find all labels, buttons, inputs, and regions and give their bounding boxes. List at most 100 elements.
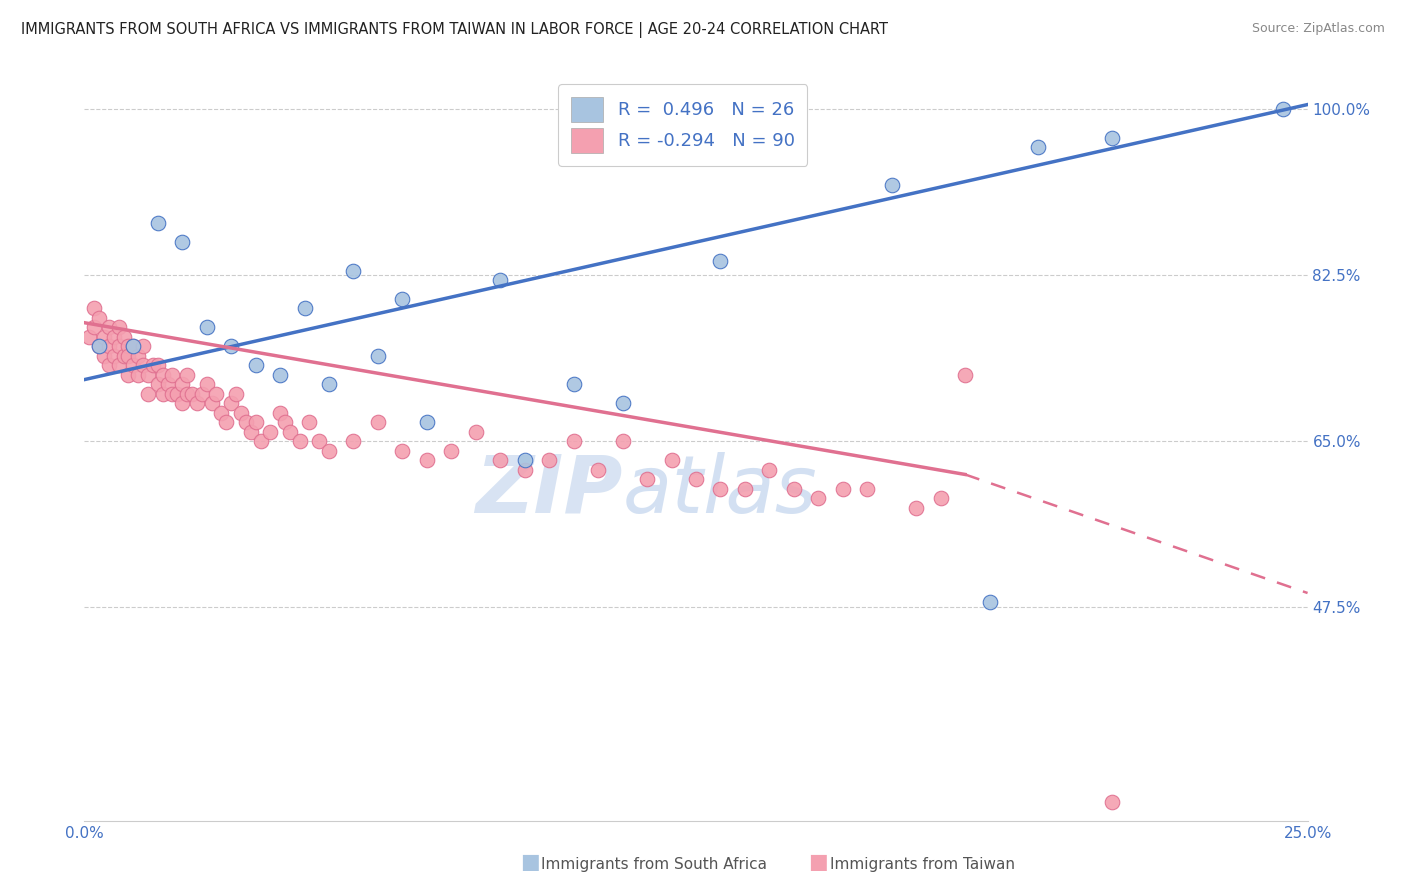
- Point: [269, 406, 291, 420]
- Point: [1101, 795, 1123, 809]
- Point: [831, 482, 853, 496]
- Point: [391, 443, 413, 458]
- Point: [172, 396, 194, 410]
- Point: [979, 595, 1001, 609]
- Point: [367, 349, 389, 363]
- Point: [186, 396, 208, 410]
- Text: atlas: atlas: [623, 452, 817, 530]
- Point: [97, 359, 120, 373]
- Point: [953, 368, 976, 382]
- Point: [83, 320, 105, 334]
- Point: [172, 377, 194, 392]
- Point: [152, 368, 174, 382]
- Point: [87, 339, 110, 353]
- Point: [294, 301, 316, 316]
- Point: [685, 130, 707, 145]
- Point: [229, 406, 252, 420]
- Point: [562, 434, 585, 449]
- Point: [87, 310, 110, 325]
- Point: [734, 482, 756, 496]
- Point: [162, 368, 184, 382]
- Point: [127, 349, 149, 363]
- Point: [122, 339, 145, 353]
- Point: [612, 396, 634, 410]
- Text: ZIP: ZIP: [475, 452, 623, 530]
- Point: [172, 235, 194, 249]
- Point: [612, 434, 634, 449]
- Point: [225, 387, 247, 401]
- Point: [97, 339, 120, 353]
- Point: [538, 453, 561, 467]
- Point: [880, 178, 903, 193]
- Point: [489, 273, 512, 287]
- Point: [709, 254, 731, 268]
- Point: [107, 359, 129, 373]
- Point: [661, 453, 683, 467]
- Point: [136, 368, 159, 382]
- Point: [274, 415, 297, 429]
- Point: [152, 387, 174, 401]
- Point: [249, 434, 271, 449]
- Point: [195, 320, 218, 334]
- Point: [416, 453, 439, 467]
- Point: [209, 406, 232, 420]
- Point: [235, 415, 257, 429]
- Point: [758, 463, 780, 477]
- Point: [367, 415, 389, 429]
- Point: [562, 377, 585, 392]
- Legend: R =  0.496   N = 26, R = -0.294   N = 90: R = 0.496 N = 26, R = -0.294 N = 90: [558, 84, 807, 166]
- Point: [191, 387, 214, 401]
- Point: [288, 434, 311, 449]
- Point: [464, 425, 486, 439]
- Text: Immigrants from South Africa: Immigrants from South Africa: [541, 857, 768, 872]
- Point: [215, 415, 238, 429]
- Point: [136, 387, 159, 401]
- Point: [856, 482, 879, 496]
- Text: ■: ■: [808, 853, 828, 872]
- Point: [112, 330, 135, 344]
- Point: [156, 377, 179, 392]
- Point: [783, 482, 806, 496]
- Point: [308, 434, 330, 449]
- Point: [176, 368, 198, 382]
- Point: [146, 359, 169, 373]
- Point: [117, 339, 139, 353]
- Point: [513, 453, 536, 467]
- Point: [259, 425, 281, 439]
- Point: [239, 425, 262, 439]
- Point: [117, 349, 139, 363]
- Point: [200, 396, 222, 410]
- Point: [112, 349, 135, 363]
- Point: [440, 443, 463, 458]
- Point: [93, 330, 115, 344]
- Point: [1028, 140, 1050, 154]
- Point: [103, 330, 125, 344]
- Point: [685, 472, 707, 486]
- Point: [245, 415, 267, 429]
- Point: [278, 425, 301, 439]
- Point: [219, 339, 242, 353]
- Text: Source: ZipAtlas.com: Source: ZipAtlas.com: [1251, 22, 1385, 36]
- Point: [93, 349, 115, 363]
- Point: [77, 330, 100, 344]
- Point: [146, 216, 169, 230]
- Point: [807, 491, 830, 505]
- Point: [513, 463, 536, 477]
- Point: [342, 263, 364, 277]
- Point: [1101, 130, 1123, 145]
- Point: [132, 339, 155, 353]
- Point: [107, 320, 129, 334]
- Point: [245, 359, 267, 373]
- Point: [318, 443, 340, 458]
- Point: [107, 339, 129, 353]
- Point: [416, 415, 439, 429]
- Point: [1272, 103, 1295, 117]
- Point: [97, 320, 120, 334]
- Point: [489, 453, 512, 467]
- Point: [83, 301, 105, 316]
- Point: [342, 434, 364, 449]
- Text: IMMIGRANTS FROM SOUTH AFRICA VS IMMIGRANTS FROM TAIWAN IN LABOR FORCE | AGE 20-2: IMMIGRANTS FROM SOUTH AFRICA VS IMMIGRAN…: [21, 22, 889, 38]
- Point: [176, 387, 198, 401]
- Point: [181, 387, 204, 401]
- Text: Immigrants from Taiwan: Immigrants from Taiwan: [830, 857, 1015, 872]
